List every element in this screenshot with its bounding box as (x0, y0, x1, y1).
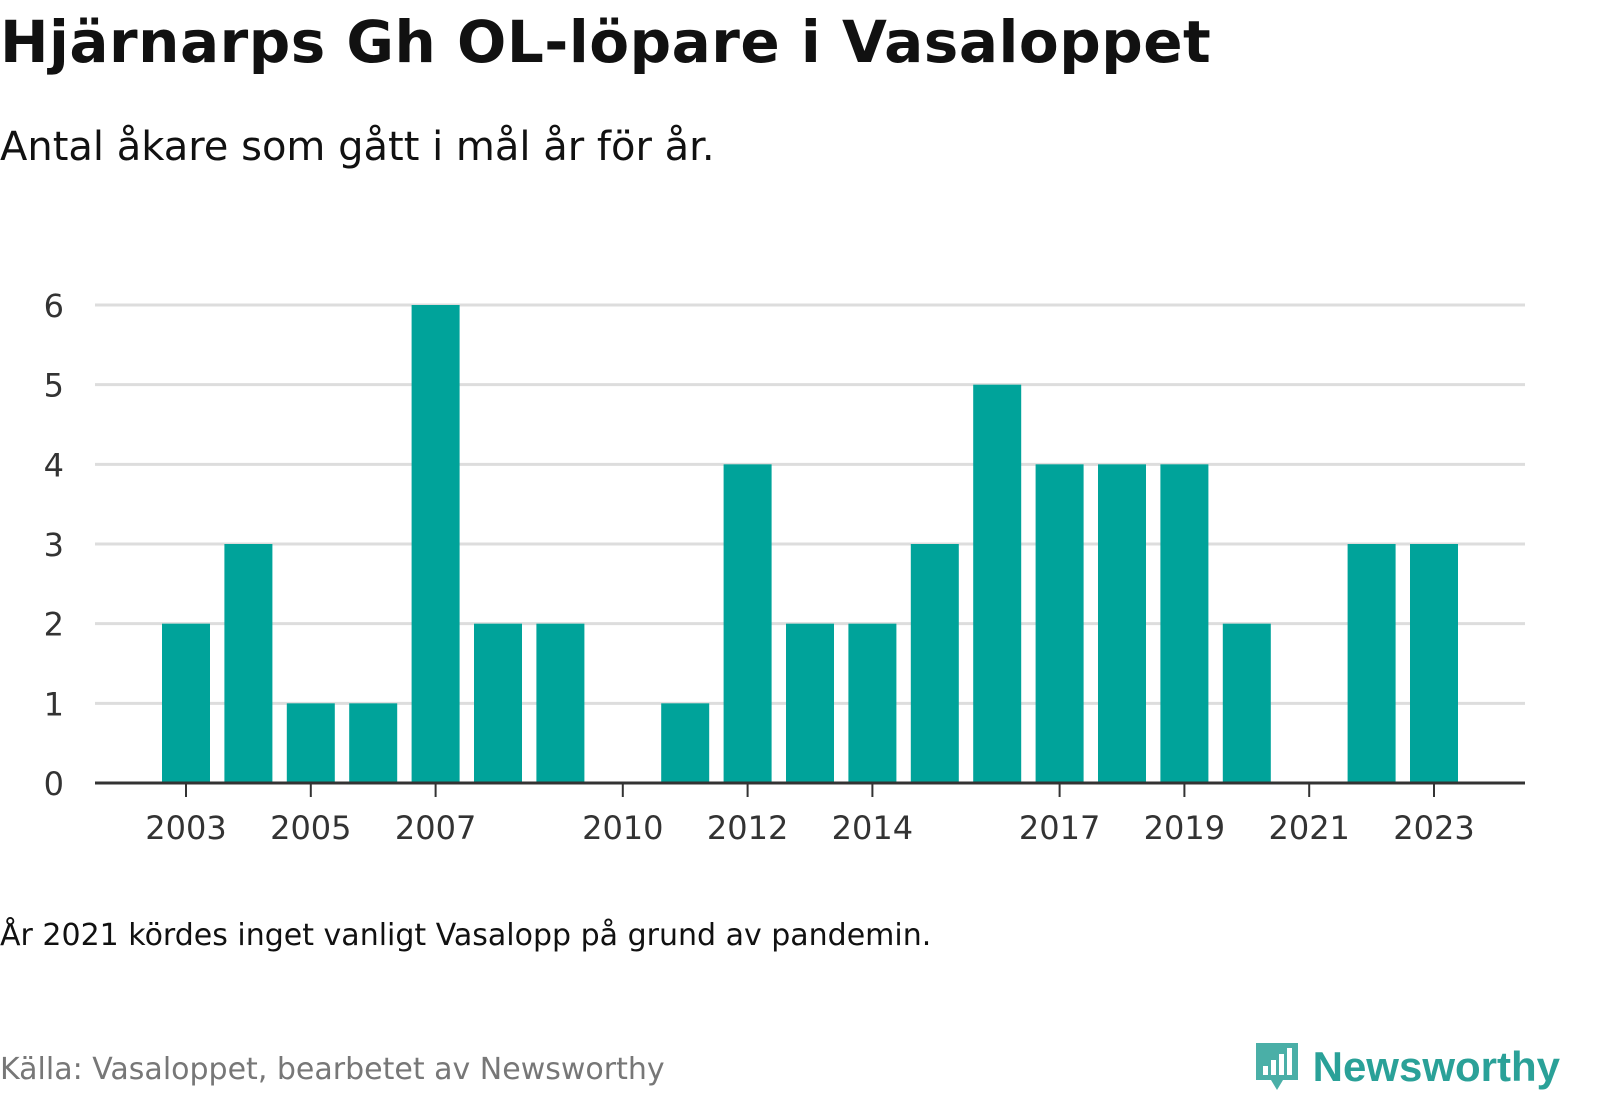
chart-title: Hjärnarps Gh OL-löpare i Vasaloppet (0, 8, 1212, 76)
bar (1098, 464, 1146, 783)
x-tick-label: 2017 (1019, 809, 1100, 847)
x-tick-label: 2007 (395, 809, 476, 847)
bar (224, 544, 273, 783)
bar (1222, 623, 1271, 783)
bar (1410, 544, 1458, 783)
bar (536, 623, 585, 783)
bar (349, 703, 398, 783)
bar (474, 623, 522, 783)
y-tick-label: 1 (44, 685, 64, 723)
x-tick-label: 2005 (270, 809, 351, 847)
x-tick-label: 2019 (1144, 809, 1225, 847)
bar (1347, 544, 1396, 783)
bar (786, 623, 834, 783)
bar (1160, 464, 1209, 783)
y-tick-label: 4 (44, 446, 64, 484)
bar (848, 623, 897, 783)
x-tick-label: 2003 (145, 809, 226, 847)
x-tick-label: 2023 (1393, 809, 1474, 847)
y-tick-label: 6 (44, 287, 64, 325)
y-tick-label: 5 (44, 367, 64, 405)
y-tick-label: 2 (44, 606, 64, 644)
bar (1035, 464, 1084, 783)
source-line: Källa: Vasaloppet, bearbetet av Newswort… (0, 1052, 665, 1087)
bar-chart: 0 1 2 3 4 5 6 2003 2005 2007 2010 2012 2014 2017 2019 2… (44, 287, 1525, 847)
newsworthy-bar-chart-icon (1255, 1043, 1298, 1090)
bar (286, 703, 335, 783)
y-tick-label: 3 (44, 526, 64, 564)
x-tick-label: 2012 (707, 809, 788, 847)
x-tick-label: 2021 (1268, 809, 1349, 847)
x-tick-label: 2014 (832, 809, 913, 847)
bar (661, 703, 710, 783)
footnote: År 2021 kördes inget vanligt Vasalopp på… (0, 918, 932, 953)
bar (910, 544, 959, 783)
brand-logo: Newsworthy (1253, 1040, 1560, 1094)
bar (973, 384, 1022, 783)
brand-name: Newsworthy (1312, 1043, 1560, 1090)
bar (162, 623, 210, 783)
chart-subtitle: Antal åkare som gått i mål år för år. (0, 124, 715, 170)
bar (411, 305, 460, 783)
y-tick-label: 0 (44, 765, 64, 803)
bar (723, 464, 772, 783)
x-tick-label: 2010 (582, 809, 663, 847)
